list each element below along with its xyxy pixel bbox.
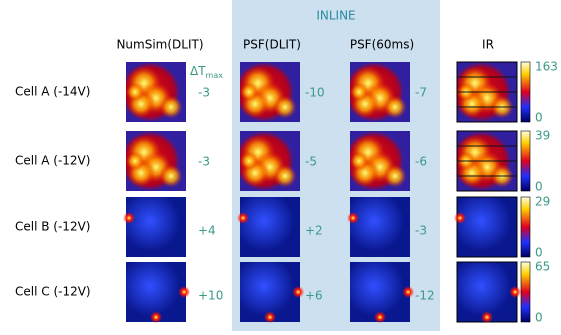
- delta-value: -12: [415, 289, 435, 303]
- heatmap-bg: [457, 197, 517, 257]
- heatmap: [350, 131, 410, 191]
- row-label: Cell A (-12V): [15, 154, 90, 168]
- delta-sub: max: [206, 71, 224, 80]
- colorbar-min: 0: [535, 180, 543, 194]
- heatmap-bg: [126, 197, 186, 257]
- hot-blob: [383, 164, 406, 187]
- figure: INLINE NumSim(DLIT) PSF(DLIT) PSF(60ms) …: [0, 0, 561, 331]
- group-label: INLINE: [316, 9, 355, 23]
- delta-value: -5: [305, 155, 317, 169]
- column-header: NumSim(DLIT): [116, 38, 203, 52]
- delta-value: -3: [198, 155, 210, 169]
- hot-spot: [292, 286, 304, 298]
- hot-blob: [159, 164, 182, 187]
- delta-label: ΔTmax: [190, 64, 223, 80]
- hot-spot: [237, 212, 249, 224]
- hot-blob: [126, 83, 145, 102]
- delta-main: ΔT: [190, 64, 206, 78]
- colorbar: [521, 131, 530, 191]
- hot-blob: [126, 152, 145, 171]
- row-label: Cell C (-12V): [15, 285, 91, 299]
- hot-spot: [454, 212, 466, 224]
- hot-blob: [159, 95, 182, 118]
- hot-blob: [273, 164, 296, 187]
- hot-blob: [240, 152, 259, 171]
- heatmap: [350, 262, 414, 323]
- hot-blob: [350, 152, 369, 171]
- hot-blob: [273, 95, 296, 118]
- hot-spot: [123, 212, 135, 224]
- delta-value: +6: [305, 289, 323, 303]
- hot-spot: [264, 311, 276, 323]
- heatmap: [347, 197, 410, 257]
- colorbar-min: 0: [535, 246, 543, 260]
- heatmap: [350, 62, 410, 122]
- colorbar-max: 163: [535, 60, 558, 74]
- heatmap: [126, 62, 186, 122]
- hot-spot: [481, 311, 493, 323]
- delta-value: +2: [305, 224, 323, 238]
- column-header: PSF(60ms): [350, 38, 414, 52]
- column-header: IR: [482, 38, 494, 52]
- hot-spot: [509, 286, 521, 298]
- colorbar-max: 39: [535, 129, 550, 143]
- row-label: Cell A (-14V): [15, 85, 90, 99]
- hot-blob: [240, 83, 259, 102]
- hot-spot: [402, 286, 414, 298]
- heatmap: [126, 262, 190, 323]
- colorbar-max: 65: [535, 260, 550, 274]
- delta-value: -7: [415, 86, 427, 100]
- heatmap: [457, 131, 517, 191]
- heatmap-bg: [240, 197, 300, 257]
- page: INLINE NumSim(DLIT) PSF(DLIT) PSF(60ms) …: [0, 0, 561, 335]
- hot-spot: [347, 212, 359, 224]
- heatmap: [240, 62, 300, 122]
- colorbar-min: 0: [535, 111, 543, 125]
- hot-spot: [150, 311, 162, 323]
- delta-value: -6: [415, 155, 427, 169]
- hot-blob: [350, 83, 369, 102]
- hot-blob: [383, 95, 406, 118]
- colorbar: [521, 62, 530, 122]
- delta-value: +10: [198, 289, 223, 303]
- column-header: PSF(DLIT): [243, 38, 301, 52]
- colorbar-max: 29: [535, 195, 550, 209]
- heatmap: [123, 197, 186, 257]
- colorbar: [521, 197, 530, 257]
- delta-value: -3: [198, 86, 210, 100]
- heatmap: [126, 131, 186, 191]
- delta-value: +4: [198, 224, 216, 238]
- colorbar-min: 0: [535, 311, 543, 325]
- heatmap-bg: [350, 197, 410, 257]
- hot-spot: [374, 311, 386, 323]
- heatmap: [240, 131, 300, 191]
- delta-value: -3: [415, 224, 427, 238]
- delta-value: -10: [305, 86, 325, 100]
- heatmap: [457, 262, 521, 323]
- heatmap: [454, 197, 517, 257]
- hot-spot: [178, 286, 190, 298]
- heatmap: [237, 197, 300, 257]
- colorbar: [521, 262, 530, 322]
- heatmap: [240, 262, 304, 323]
- heatmap: [457, 62, 517, 122]
- row-label: Cell B (-12V): [15, 220, 90, 234]
